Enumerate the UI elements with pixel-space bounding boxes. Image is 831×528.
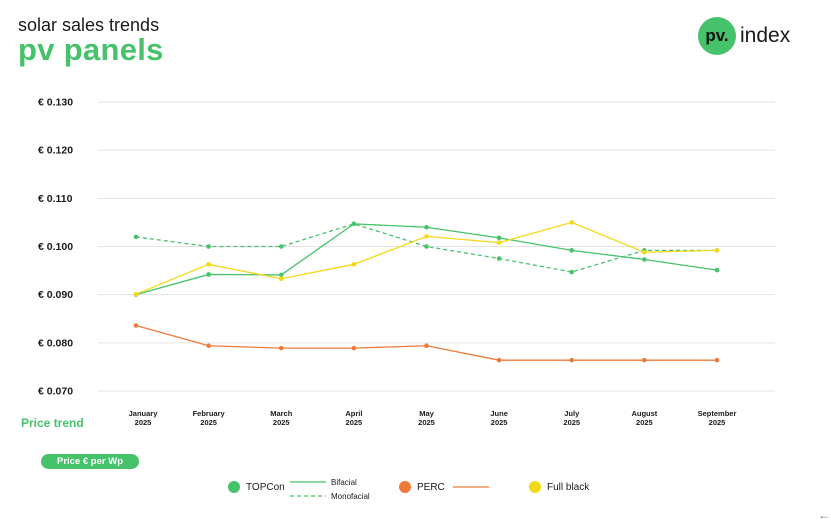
data-point-topcon-monofacial [351, 221, 357, 227]
back-arrow-icon[interactable]: ← [818, 508, 830, 522]
data-point-topcon-bifacial [642, 257, 647, 262]
page-title: pv panels [18, 32, 164, 67]
data-point-full-black [569, 220, 575, 225]
data-point-topcon-bifacial [714, 267, 720, 273]
data-point-topcon-bifacial [569, 248, 575, 253]
data-point-topcon-monofacial [569, 269, 575, 275]
legend-topcon: TOPCon [228, 481, 285, 493]
topcon-dot-icon [228, 481, 240, 493]
x-tick-label: August [631, 409, 657, 418]
data-point-topcon-bifacial [496, 235, 502, 241]
data-point-full-black [133, 291, 139, 297]
dashed-line-icon [290, 495, 326, 497]
data-point-perc [496, 357, 502, 363]
data-point-full-black [642, 249, 647, 255]
x-tick-label: 2025 [418, 418, 435, 427]
x-tick-label: May [419, 409, 434, 418]
data-point-perc [278, 345, 284, 351]
x-tick-label: 2025 [491, 418, 508, 427]
data-point-topcon-bifacial [206, 272, 211, 277]
x-tick-label: July [564, 409, 580, 418]
data-point-full-black [278, 276, 284, 282]
x-tick-label: April [345, 409, 362, 418]
data-point-topcon-bifacial [278, 272, 284, 278]
x-tick-label: January [129, 409, 159, 418]
data-point-perc [133, 323, 139, 328]
price-unit-pill: Price € per Wp [41, 454, 139, 469]
logo-mark: pv. [698, 17, 736, 55]
data-point-full-black [496, 240, 502, 245]
data-point-topcon-monofacial [133, 234, 139, 240]
legend-perc-label: PERC [417, 481, 445, 493]
legend-perc: PERC [399, 481, 489, 493]
legend-topcon-label: TOPCon [246, 481, 285, 493]
data-point-topcon-bifacial [424, 224, 429, 230]
legend-bifacial-label: Bifacial [331, 477, 357, 487]
data-point-topcon-monofacial [496, 256, 502, 261]
data-point-full-black [714, 248, 720, 253]
x-tick-label: 2025 [636, 418, 653, 427]
data-point-perc [714, 357, 720, 363]
x-tick-label: 2025 [346, 418, 363, 427]
x-tick-label: 2025 [200, 418, 217, 427]
data-point-full-black [424, 234, 429, 239]
logo-text: index [740, 24, 791, 47]
legend-fullblack-label: Full black [547, 481, 590, 493]
x-tick-label: 2025 [563, 418, 580, 427]
data-point-full-black [206, 262, 211, 267]
data-point-perc [206, 343, 211, 349]
y-tick-label: € 0.110 [38, 193, 73, 205]
legend-fullblack: Full black [529, 481, 589, 493]
data-point-topcon-monofacial [206, 244, 211, 249]
perc-dot-icon [399, 481, 411, 493]
x-tick-label: June [490, 409, 508, 418]
x-tick-label: 2025 [135, 418, 152, 427]
y-tick-label: € 0.100 [38, 241, 73, 253]
data-point-perc [424, 343, 429, 349]
y-tick-label: € 0.130 [38, 97, 73, 109]
data-point-perc [642, 357, 647, 363]
legend-topcon-variants: Bifacial Monofacial [290, 476, 370, 502]
price-trend-label: Price trend [21, 416, 84, 430]
y-tick-label: € 0.080 [38, 337, 73, 349]
x-tick-label: September [698, 409, 737, 418]
pv-index-logo: pv. index [698, 17, 790, 55]
page-subtitle: solar sales trends [18, 15, 160, 35]
y-tick-label: € 0.090 [38, 289, 73, 301]
data-point-topcon-monofacial [424, 244, 429, 249]
fullblack-dot-icon [529, 481, 541, 493]
x-tick-label: 2025 [709, 418, 726, 427]
x-tick-label: March [270, 409, 293, 418]
legend-monofacial-label: Monofacial [331, 491, 370, 501]
y-tick-label: € 0.120 [38, 145, 73, 157]
perc-line-icon [452, 486, 489, 488]
y-tick-label: € 0.070 [38, 386, 73, 398]
data-point-topcon-monofacial [278, 244, 284, 249]
x-tick-label: 2025 [273, 418, 290, 427]
data-point-perc [569, 357, 575, 363]
solid-line-icon [290, 481, 326, 483]
data-point-perc [351, 345, 357, 351]
data-point-full-black [351, 262, 357, 267]
x-tick-label: February [193, 409, 226, 418]
